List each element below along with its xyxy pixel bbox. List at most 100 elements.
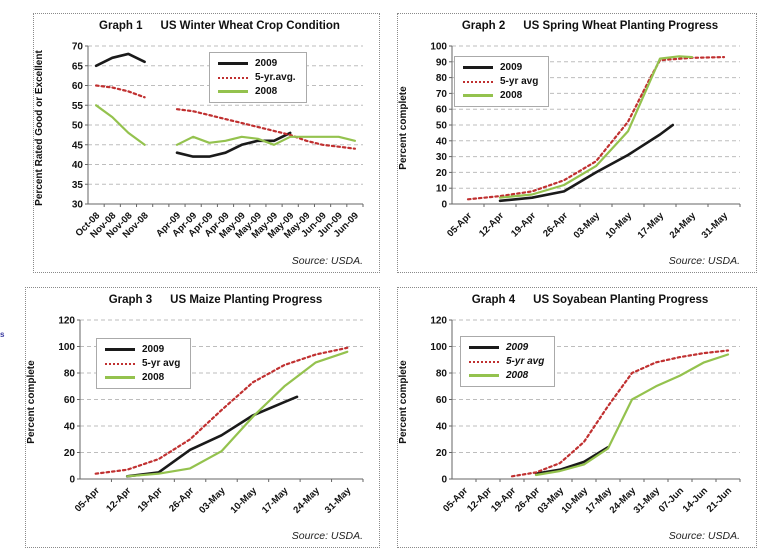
chart-title: Graph 3 US Maize Planting Progress	[26, 294, 379, 306]
legend-line-sample	[463, 80, 493, 83]
legend-line-sample	[469, 374, 499, 377]
svg-text:17-May: 17-May	[260, 485, 291, 516]
svg-text:19-Apr: 19-Apr	[136, 485, 165, 514]
legend-item: 2009	[105, 344, 180, 355]
legend-label: 2008	[506, 370, 529, 381]
svg-text:26-Apr: 26-Apr	[167, 485, 196, 514]
legend-line-sample	[105, 362, 135, 365]
svg-text:20: 20	[436, 168, 448, 179]
chart-title: Graph 1 US Winter Wheat Crop Condition	[34, 20, 379, 32]
legend-item: 2009	[218, 58, 296, 69]
y-axis-title: Percent complete	[26, 360, 37, 444]
svg-text:40: 40	[436, 136, 448, 147]
chart-title-prefix: Graph 3	[108, 294, 153, 306]
chart-title: Graph 4 US Soyabean Planting Progress	[398, 294, 756, 306]
legend-label: 2009	[500, 62, 523, 73]
svg-text:55: 55	[72, 101, 84, 112]
legend-item: 2008	[105, 372, 180, 383]
svg-text:20: 20	[64, 448, 76, 459]
svg-text:12-Apr: 12-Apr	[477, 210, 506, 239]
svg-text:03-May: 03-May	[572, 210, 603, 241]
legend-label: 2009	[255, 58, 278, 69]
chart-panel-graph1: Graph 1 US Winter Wheat Crop Condition Pe…	[33, 13, 380, 273]
svg-text:05-Apr: 05-Apr	[441, 485, 470, 514]
svg-text:80: 80	[64, 369, 76, 380]
svg-text:100: 100	[58, 342, 75, 353]
y-axis-title: Percent Rated Good or Excellent	[34, 50, 45, 206]
legend-item: 2009	[463, 62, 538, 73]
legend-label: 5-yr avg	[142, 358, 181, 369]
legend-label: 2008	[142, 372, 165, 383]
svg-text:12-Apr: 12-Apr	[465, 485, 494, 514]
chart-panel-graph3: Graph 3 US Maize Planting Progress Percen…	[25, 287, 380, 548]
legend-line-sample	[463, 66, 493, 69]
legend-line-sample	[463, 94, 493, 97]
svg-text:120: 120	[58, 316, 75, 327]
svg-text:45: 45	[72, 140, 84, 151]
source-note: Source: USDA.	[668, 255, 740, 267]
legend-label: 2009	[506, 342, 529, 353]
legend-line-sample	[218, 90, 248, 93]
svg-text:20: 20	[436, 448, 448, 459]
svg-text:05-Apr: 05-Apr	[445, 210, 474, 239]
legend-line-sample	[105, 376, 135, 379]
chart-legend: 2009 5-yr avg 2008	[454, 56, 550, 107]
y-axis-title: Percent complete	[398, 86, 409, 170]
svg-text:70: 70	[72, 42, 84, 53]
legend-label: 2008	[500, 90, 523, 101]
svg-text:40: 40	[436, 422, 448, 433]
svg-text:17-May: 17-May	[636, 210, 667, 241]
left-edge-artifact: s	[0, 330, 5, 339]
chart-title-prefix: Graph 1	[99, 20, 143, 32]
svg-text:14-Jun: 14-Jun	[681, 485, 711, 515]
svg-text:40: 40	[64, 422, 76, 433]
svg-text:120: 120	[430, 316, 447, 327]
chart-legend: 2009 5-yr avg 2008	[460, 336, 556, 387]
svg-text:80: 80	[436, 369, 448, 380]
chart-title-prefix: Graph 4	[471, 294, 516, 306]
chart-panel-graph4: Graph 4 US Soyabean Planting Progress Per…	[397, 287, 757, 548]
svg-text:0: 0	[441, 200, 447, 211]
legend-label: 2008	[255, 86, 278, 97]
chart-plot-area: 02040608010012005-Apr12-Apr19-Apr26-Apr0…	[430, 316, 741, 516]
legend-line-sample	[218, 62, 248, 65]
svg-text:30: 30	[72, 200, 84, 211]
svg-text:0: 0	[69, 475, 75, 486]
svg-text:31-May: 31-May	[323, 485, 354, 516]
svg-text:31-May: 31-May	[700, 210, 731, 241]
chart-plot-area: 303540455055606570Oct-08Nov-08Nov-08Nov-…	[72, 42, 364, 241]
legend-item: 2008	[463, 90, 538, 101]
legend-item: 5-yr.avg.	[218, 72, 296, 83]
source-note: Source: USDA.	[291, 255, 363, 267]
legend-line-sample	[218, 76, 248, 79]
legend-line-sample	[469, 346, 499, 349]
svg-text:60: 60	[72, 81, 84, 92]
svg-text:100: 100	[430, 42, 447, 53]
legend-item: 5-yr avg	[469, 356, 544, 367]
legend-item: 2008	[469, 370, 544, 381]
svg-text:40: 40	[72, 160, 84, 171]
legend-label: 2009	[142, 344, 165, 355]
svg-text:07-Jun: 07-Jun	[657, 485, 687, 515]
chart-title: Graph 2 US Spring Wheat Planting Progress	[398, 20, 756, 32]
legend-line-sample	[105, 348, 135, 351]
svg-text:35: 35	[72, 180, 84, 191]
svg-text:26-Apr: 26-Apr	[541, 210, 570, 239]
svg-text:30: 30	[436, 152, 448, 163]
chart-title-prefix: Graph 2	[461, 20, 506, 32]
svg-text:10-May: 10-May	[229, 485, 260, 516]
legend-item: 5-yr avg	[463, 76, 538, 87]
svg-text:60: 60	[436, 105, 448, 116]
chart-title-text: US Winter Wheat Crop Condition	[160, 20, 340, 32]
source-note: Source: USDA.	[291, 530, 363, 542]
svg-text:10: 10	[436, 184, 448, 195]
legend-item: 2009	[469, 342, 544, 353]
svg-text:31-May: 31-May	[632, 485, 663, 516]
legend-label: 5-yr avg	[500, 76, 539, 87]
legend-label: 5-yr.avg.	[255, 72, 296, 83]
svg-text:50: 50	[72, 121, 84, 132]
svg-text:60: 60	[64, 395, 76, 406]
svg-text:10-May: 10-May	[604, 210, 635, 241]
